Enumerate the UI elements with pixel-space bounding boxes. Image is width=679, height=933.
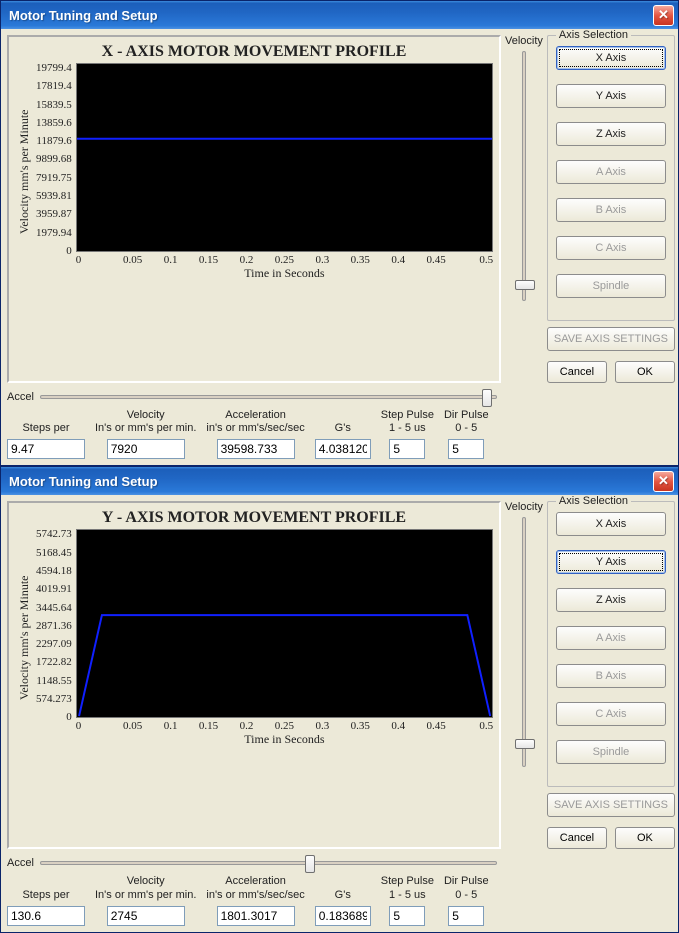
axis-button-a-axis: A Axis: [556, 160, 666, 184]
field-input-velocity[interactable]: [107, 439, 185, 459]
field-steps-per: Steps per: [7, 422, 85, 459]
axis-button-c-axis: C Axis: [556, 702, 666, 726]
field-input-accel[interactable]: [217, 906, 295, 926]
axis-selection-group: Axis SelectionX AxisY AxisZ AxisA AxisB …: [547, 35, 675, 321]
velocity-slider-panel: Velocity: [505, 35, 543, 383]
x-ticks: 00.050.10.150.20.250.30.350.40.450.5: [76, 252, 493, 266]
axis-button-y-axis[interactable]: Y Axis: [556, 550, 666, 574]
ok-button[interactable]: OK: [615, 361, 675, 383]
field-accel: Acceleration in's or mm's/sec/sec: [206, 875, 304, 925]
field-dir-pulse: Dir Pulse 0 - 5: [444, 409, 489, 459]
field-label-dir-pulse: Dir Pulse 0 - 5: [444, 875, 489, 901]
x-axis-label: Time in Seconds: [76, 732, 493, 747]
field-label-velocity: Velocity In's or mm's per min.: [95, 409, 196, 435]
field-label-step-pulse: Step Pulse 1 - 5 us: [381, 409, 434, 435]
field-label-dir-pulse: Dir Pulse 0 - 5: [444, 409, 489, 435]
field-step-pulse: Step Pulse 1 - 5 us: [381, 875, 434, 925]
axis-button-x-axis[interactable]: X Axis: [556, 512, 666, 536]
field-label-step-pulse: Step Pulse 1 - 5 us: [381, 875, 434, 901]
close-icon[interactable]: ✕: [653, 5, 674, 26]
velocity-slider-panel: Velocity: [505, 501, 543, 849]
field-dir-pulse: Dir Pulse 0 - 5: [444, 875, 489, 925]
field-accel: Acceleration in's or mm's/sec/sec: [206, 409, 304, 459]
field-velocity: Velocity In's or mm's per min.: [95, 875, 196, 925]
field-input-step-pulse[interactable]: [389, 906, 425, 926]
field-input-steps-per[interactable]: [7, 906, 85, 926]
field-label-accel: Acceleration in's or mm's/sec/sec: [206, 409, 304, 435]
axis-button-b-axis: B Axis: [556, 198, 666, 222]
field-label-gs: G's: [315, 889, 371, 902]
velocity-slider-thumb[interactable]: [515, 280, 535, 290]
accel-slider[interactable]: [40, 395, 497, 399]
field-label-steps-per: Steps per: [7, 422, 85, 435]
accel-label: Accel: [7, 391, 34, 403]
y-axis-label: Velocity mm's per Minute: [15, 63, 34, 281]
field-input-velocity[interactable]: [107, 906, 185, 926]
field-input-step-pulse[interactable]: [389, 439, 425, 459]
chart-title: Y - AXIS MOTOR MOVEMENT PROFILE: [15, 509, 493, 527]
chart-panel: Y - AXIS MOTOR MOVEMENT PROFILE Velocity …: [7, 501, 501, 849]
velocity-slider-thumb[interactable]: [515, 739, 535, 749]
y-axis-label: Velocity mm's per Minute: [15, 529, 34, 747]
field-input-dir-pulse[interactable]: [448, 906, 484, 926]
dialog-window: Motor Tuning and Setup✕ Y - AXIS MOTOR MO…: [0, 466, 679, 932]
axis-button-y-axis[interactable]: Y Axis: [556, 84, 666, 108]
chart-plot: [76, 63, 493, 252]
accel-slider-thumb[interactable]: [482, 389, 492, 407]
field-input-steps-per[interactable]: [7, 439, 85, 459]
axis-selection-group: Axis SelectionX AxisY AxisZ AxisA AxisB …: [547, 501, 675, 787]
titlebar[interactable]: Motor Tuning and Setup✕: [1, 467, 678, 495]
axis-button-spindle: Spindle: [556, 274, 666, 298]
x-axis-label: Time in Seconds: [76, 266, 493, 281]
window-title: Motor Tuning and Setup: [9, 8, 653, 23]
velocity-label: Velocity: [505, 501, 543, 513]
axis-button-c-axis: C Axis: [556, 236, 666, 260]
field-step-pulse: Step Pulse 1 - 5 us: [381, 409, 434, 459]
axis-button-x-axis[interactable]: X Axis: [556, 46, 666, 70]
axis-group-label: Axis Selection: [556, 495, 631, 507]
velocity-slider[interactable]: [522, 517, 526, 767]
chart-panel: X - AXIS MOTOR MOVEMENT PROFILE Velocity …: [7, 35, 501, 383]
titlebar[interactable]: Motor Tuning and Setup✕: [1, 1, 678, 29]
close-icon[interactable]: ✕: [653, 471, 674, 492]
x-ticks: 00.050.10.150.20.250.30.350.40.450.5: [76, 718, 493, 732]
field-velocity: Velocity In's or mm's per min.: [95, 409, 196, 459]
field-input-gs[interactable]: [315, 906, 371, 926]
axis-button-spindle: Spindle: [556, 740, 666, 764]
field-steps-per: Steps per: [7, 889, 85, 926]
axis-group-label: Axis Selection: [556, 29, 631, 41]
y-ticks: 19799.417819.415839.513859.611879.69899.…: [34, 63, 76, 281]
chart-plot: [76, 529, 493, 718]
chart-title: X - AXIS MOTOR MOVEMENT PROFILE: [15, 43, 493, 61]
axis-button-b-axis: B Axis: [556, 664, 666, 688]
dialog-window: Motor Tuning and Setup✕ X - AXIS MOTOR MO…: [0, 0, 679, 466]
field-input-accel[interactable]: [217, 439, 295, 459]
axis-button-z-axis[interactable]: Z Axis: [556, 122, 666, 146]
accel-slider-thumb[interactable]: [305, 855, 315, 873]
accel-label: Accel: [7, 857, 34, 869]
cancel-button[interactable]: Cancel: [547, 827, 607, 849]
ok-button[interactable]: OK: [615, 827, 675, 849]
velocity-slider[interactable]: [522, 51, 526, 301]
accel-slider[interactable]: [40, 861, 497, 865]
y-ticks: 5742.735168.454594.184019.913445.642871.…: [34, 529, 76, 747]
field-label-steps-per: Steps per: [7, 889, 85, 902]
cancel-button[interactable]: Cancel: [547, 361, 607, 383]
window-title: Motor Tuning and Setup: [9, 474, 653, 489]
field-gs: G's: [315, 889, 371, 926]
field-gs: G's: [315, 422, 371, 459]
axis-button-z-axis[interactable]: Z Axis: [556, 588, 666, 612]
axis-button-a-axis: A Axis: [556, 626, 666, 650]
save-axis-settings-button: SAVE AXIS SETTINGS: [547, 327, 675, 351]
field-input-dir-pulse[interactable]: [448, 439, 484, 459]
field-input-gs[interactable]: [315, 439, 371, 459]
field-label-velocity: Velocity In's or mm's per min.: [95, 875, 196, 901]
field-label-gs: G's: [315, 422, 371, 435]
velocity-label: Velocity: [505, 35, 543, 47]
save-axis-settings-button: SAVE AXIS SETTINGS: [547, 793, 675, 817]
field-label-accel: Acceleration in's or mm's/sec/sec: [206, 875, 304, 901]
